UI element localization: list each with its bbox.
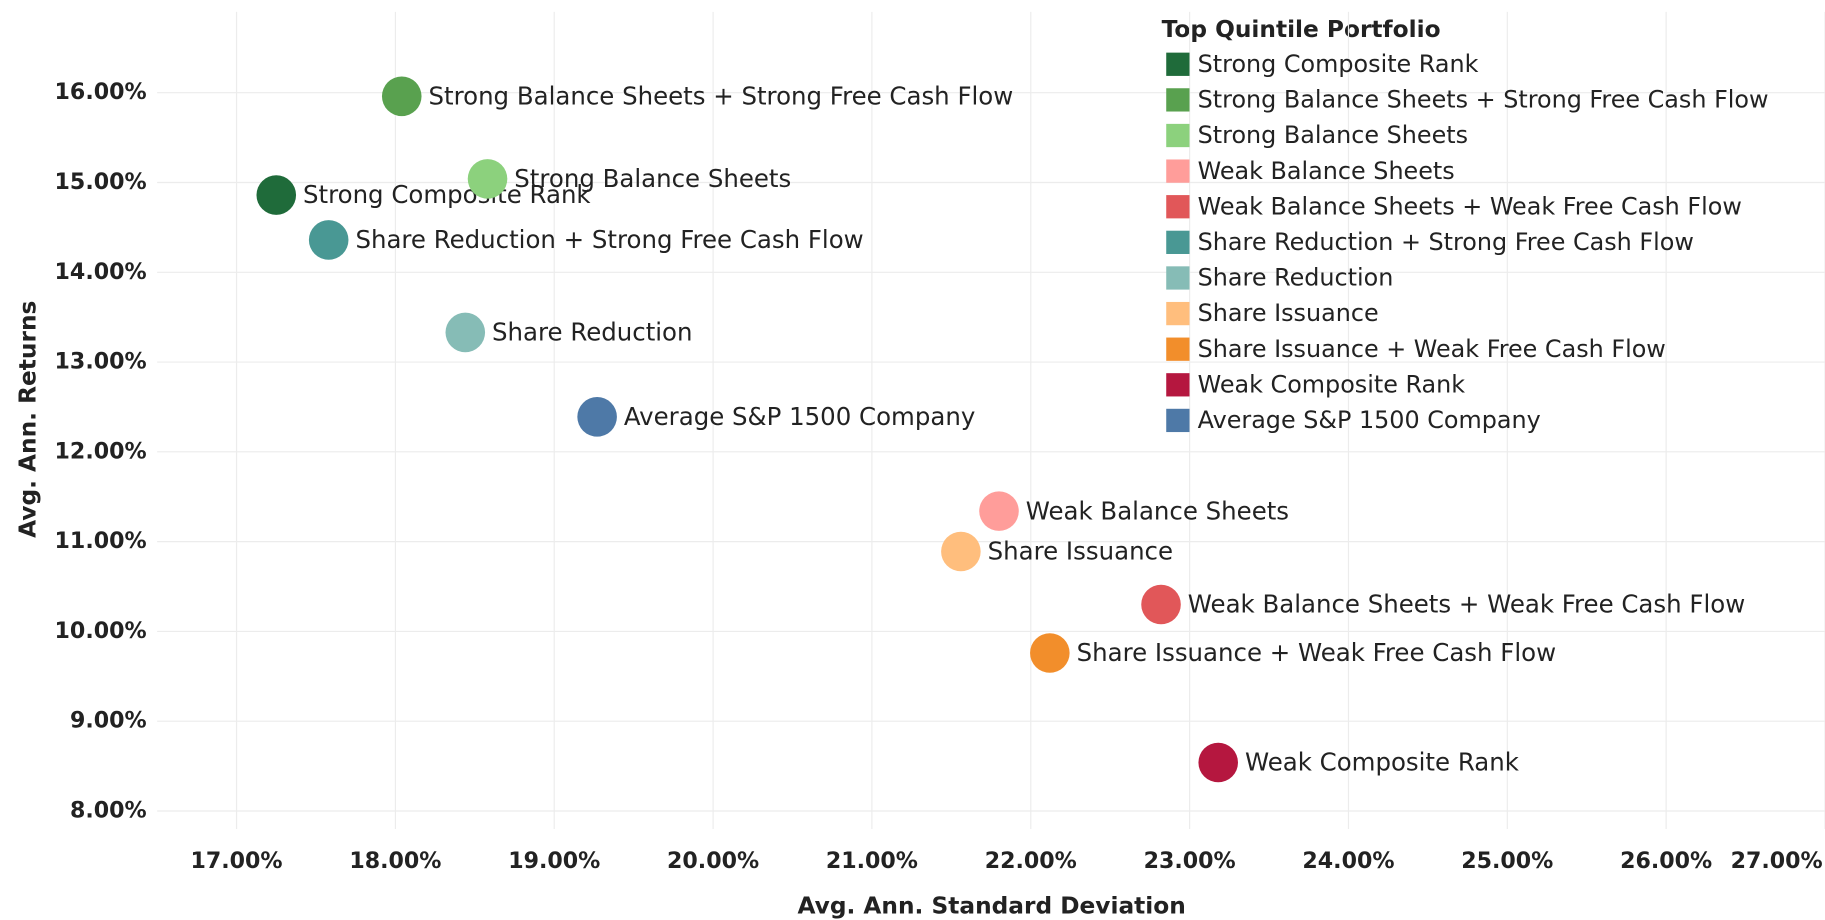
point (467, 159, 508, 199)
legend-label: Weak Balance Sheets (1198, 157, 1455, 185)
point-label: Weak Balance Sheets + Weak Free Cash Flo… (1188, 590, 1745, 619)
y-tick-label: 12.00% (55, 438, 147, 464)
legend-swatch (1166, 88, 1190, 112)
legend-swatch (1166, 337, 1190, 361)
x-tick-label: 22.00% (985, 848, 1077, 874)
x-tick-label: 19.00% (508, 848, 600, 874)
point-label: Share Reduction (492, 318, 692, 347)
legend-title: Top Quintile Portfolio (1162, 16, 1441, 43)
legend-swatch (1166, 230, 1190, 254)
x-tick-label: 20.00% (667, 848, 759, 874)
y-tick-label: 15.00% (55, 169, 147, 195)
point (979, 491, 1019, 531)
point (1030, 633, 1070, 673)
point-label: Weak Balance Sheets (1026, 496, 1289, 525)
x-tick-label: 27.00% (1731, 848, 1823, 874)
point-label: Share Issuance (988, 537, 1173, 566)
point (1141, 584, 1181, 625)
y-tick-label: 8.00% (70, 797, 147, 823)
point-label: Strong Balance Sheets + Strong Free Cash… (429, 81, 1014, 110)
point-label: Share Issuance + Weak Free Cash Flow (1077, 638, 1557, 667)
x-axis-title: Avg. Ann. Standard Deviation (797, 892, 1185, 919)
y-tick-label: 9.00% (70, 708, 147, 734)
legend-label: Strong Balance Sheets (1198, 121, 1468, 149)
y-tick-label: 11.00% (55, 528, 147, 554)
point (941, 531, 981, 572)
legend-swatch (1166, 408, 1190, 433)
point-label: Weak Composite Rank (1245, 748, 1520, 777)
point (308, 220, 349, 260)
point-label: Share Reduction + Strong Free Cash Flow (355, 225, 863, 254)
x-tick-label: 25.00% (1461, 848, 1553, 874)
legend-swatch (1166, 266, 1190, 290)
legend-label: Share Reduction + Strong Free Cash Flow (1198, 228, 1694, 256)
x-tick-label: 17.00% (191, 848, 283, 874)
point (381, 76, 422, 117)
x-tick-label: 23.00% (1144, 848, 1236, 874)
y-tick-label: 16.00% (55, 79, 147, 105)
legend-label: Weak Balance Sheets + Weak Free Cash Flo… (1198, 192, 1742, 220)
legend-swatch (1166, 195, 1190, 219)
point (1198, 742, 1238, 783)
x-tick-label: 26.00% (1620, 848, 1712, 874)
legend-swatch (1166, 373, 1190, 397)
x-tick-label: 21.00% (826, 848, 918, 874)
legend-label: Strong Composite Rank (1198, 50, 1479, 78)
y-tick-label: 10.00% (55, 618, 147, 644)
legend-swatch (1166, 159, 1190, 183)
legend-label: Average S&P 1500 Company (1198, 406, 1541, 434)
legend-label: Share Reduction (1198, 264, 1394, 292)
legend-swatch (1166, 301, 1190, 326)
point-label: Average S&P 1500 Company (624, 402, 975, 431)
point (256, 175, 297, 215)
legend-label: Share Issuance (1198, 299, 1379, 327)
legend-label: Share Issuance + Weak Free Cash Flow (1198, 335, 1666, 363)
y-tick-label: 14.00% (55, 259, 147, 285)
y-axis-title: Avg. Ann. Returns (15, 301, 42, 538)
point (445, 312, 486, 353)
point (577, 397, 617, 437)
legend-label: Strong Balance Sheets + Strong Free Cash… (1198, 86, 1769, 114)
x-tick-label: 24.00% (1302, 848, 1394, 874)
legend-swatch (1166, 52, 1190, 76)
x-tick-label: 18.00% (349, 848, 441, 874)
point-label: Strong Balance Sheets (514, 164, 791, 193)
point-label: Strong Composite Rank (303, 180, 591, 209)
legend-label: Weak Composite Rank (1198, 370, 1466, 398)
y-tick-label: 13.00% (55, 349, 147, 375)
legend-swatch (1166, 123, 1190, 148)
